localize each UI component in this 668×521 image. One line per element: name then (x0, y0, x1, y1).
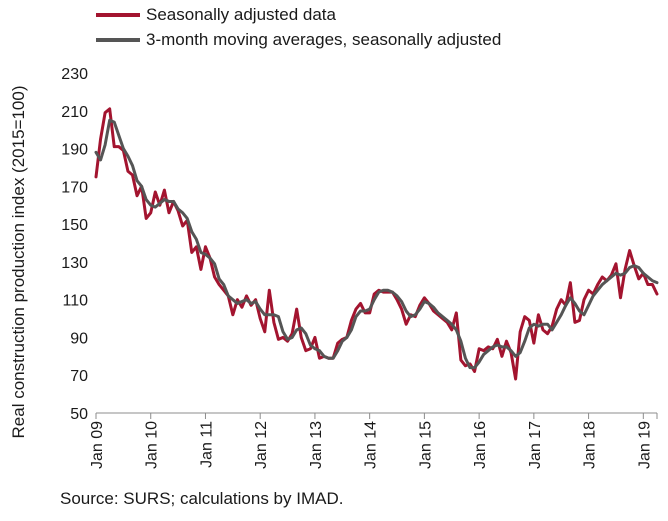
legend-label-seasonally-adjusted: Seasonally adjusted data (146, 4, 336, 24)
y-axis-label: Real construction production index (2015… (9, 86, 28, 439)
x-tick-label: Jan 15 (417, 421, 434, 469)
series-line-seasonally-adjusted (94, 107, 659, 381)
y-axis-ticks: 50 70 90 110 130 150 170 190 210 230 (61, 66, 88, 423)
x-tick-label: Jan 16 (472, 421, 489, 469)
series-line-moving-average (94, 118, 659, 370)
x-tick-label: Jan 19 (636, 421, 653, 469)
x-tick-label: Jan 18 (582, 421, 599, 469)
y-tick-label: 150 (61, 217, 88, 234)
x-tick-label: Jan 13 (308, 421, 325, 469)
x-tick-label: Jan 14 (363, 421, 380, 469)
y-tick-label: 190 (61, 142, 88, 159)
x-tick-label: Jan 10 (144, 421, 161, 469)
legend-item-moving-average: 3-month moving averages, seasonally adju… (96, 27, 501, 52)
x-tick-label: Jan 12 (253, 421, 270, 469)
legend-swatch-moving-average (96, 37, 140, 42)
legend-swatch-seasonally-adjusted (96, 12, 140, 17)
x-tick-label: Jan 17 (527, 421, 544, 469)
x-axis-ticks: Jan 09 Jan 10 Jan 11 Jan 12 Jan 13 Jan 14 Jan … (89, 413, 658, 469)
series-layer (94, 107, 659, 381)
legend-label-moving-average: 3-month moving averages, seasonally adju… (146, 29, 502, 49)
x-tick-label: Jan 11 (198, 421, 215, 468)
y-tick-label: 130 (61, 255, 88, 272)
y-tick-label: 90 (70, 330, 88, 347)
legend: Seasonally adjusted data 3-month moving … (96, 2, 501, 52)
y-tick-label: 170 (61, 179, 88, 196)
y-tick-label: 110 (62, 293, 88, 310)
y-tick-label: 50 (70, 406, 88, 423)
y-tick-label: 70 (70, 368, 88, 385)
legend-item-seasonally-adjusted: Seasonally adjusted data (96, 2, 501, 27)
y-tick-label: 230 (61, 66, 88, 83)
x-tick-label: Jan 09 (89, 421, 106, 469)
y-tick-label: 210 (61, 104, 88, 121)
source-note: Source: SURS; calculations by IMAD. (60, 489, 344, 508)
